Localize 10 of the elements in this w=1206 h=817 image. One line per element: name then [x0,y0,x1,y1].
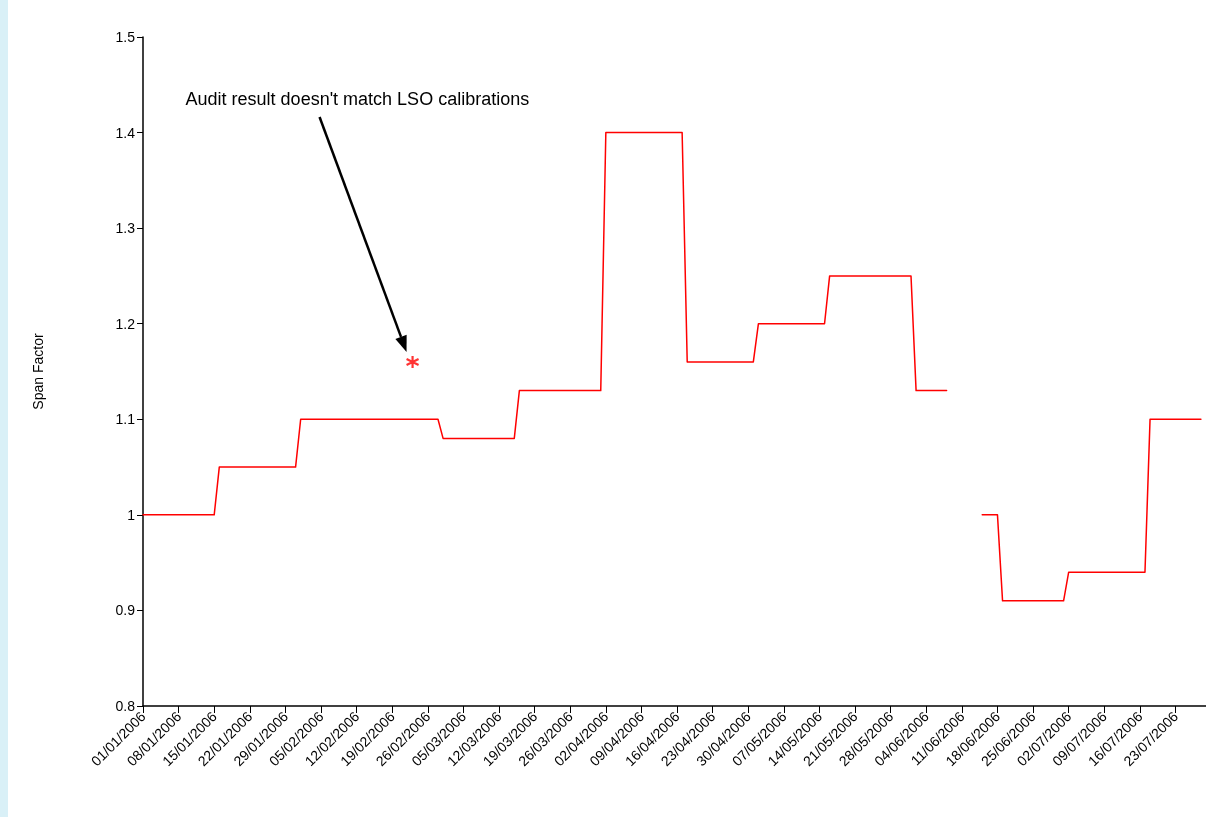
y-tick-label: 1.2 [115,315,136,332]
y-tick-label: 1.5 [115,29,136,45]
y-tick-label: 1.3 [115,220,136,237]
y-tick-label: 0.8 [115,698,136,714]
y-tick-label: 1 [127,506,136,523]
annotation: Audit result doesn't match LSO calibrations [185,88,530,109]
y-tick-label: 1.4 [115,124,136,141]
y-axis-title: Span Factor [30,333,46,410]
y-tick-label: 0.9 [115,602,136,619]
y-tick-label: 1.1 [115,411,136,428]
